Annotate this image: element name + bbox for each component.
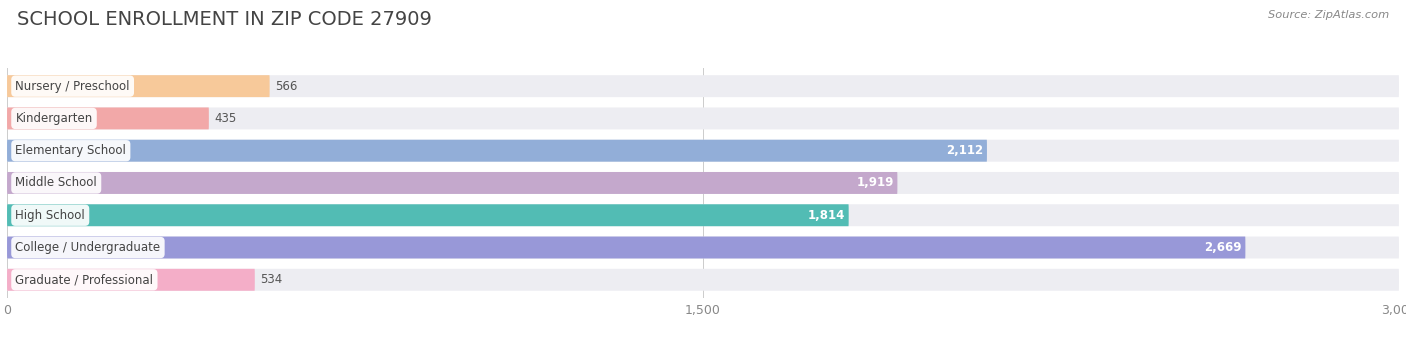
FancyBboxPatch shape <box>7 237 1399 259</box>
FancyBboxPatch shape <box>7 140 987 162</box>
Text: 1,919: 1,919 <box>856 176 894 189</box>
FancyBboxPatch shape <box>7 75 270 97</box>
FancyBboxPatch shape <box>7 204 1399 226</box>
Text: Nursery / Preschool: Nursery / Preschool <box>15 80 129 93</box>
Text: 435: 435 <box>215 112 236 125</box>
Text: Source: ZipAtlas.com: Source: ZipAtlas.com <box>1268 10 1389 20</box>
Text: Graduate / Professional: Graduate / Professional <box>15 273 153 286</box>
FancyBboxPatch shape <box>7 107 209 129</box>
Text: 2,669: 2,669 <box>1204 241 1241 254</box>
Text: 1,814: 1,814 <box>807 209 845 222</box>
FancyBboxPatch shape <box>7 107 1399 129</box>
FancyBboxPatch shape <box>7 172 897 194</box>
Text: Elementary School: Elementary School <box>15 144 127 157</box>
Text: 534: 534 <box>260 273 283 286</box>
Text: Kindergarten: Kindergarten <box>15 112 93 125</box>
FancyBboxPatch shape <box>7 172 1399 194</box>
Text: Middle School: Middle School <box>15 176 97 189</box>
Text: High School: High School <box>15 209 86 222</box>
FancyBboxPatch shape <box>7 237 1246 259</box>
FancyBboxPatch shape <box>7 140 1399 162</box>
FancyBboxPatch shape <box>7 269 1399 291</box>
FancyBboxPatch shape <box>7 204 849 226</box>
Text: 566: 566 <box>276 80 298 93</box>
FancyBboxPatch shape <box>7 269 254 291</box>
Text: SCHOOL ENROLLMENT IN ZIP CODE 27909: SCHOOL ENROLLMENT IN ZIP CODE 27909 <box>17 10 432 29</box>
FancyBboxPatch shape <box>7 75 1399 97</box>
Text: College / Undergraduate: College / Undergraduate <box>15 241 160 254</box>
Text: 2,112: 2,112 <box>946 144 983 157</box>
